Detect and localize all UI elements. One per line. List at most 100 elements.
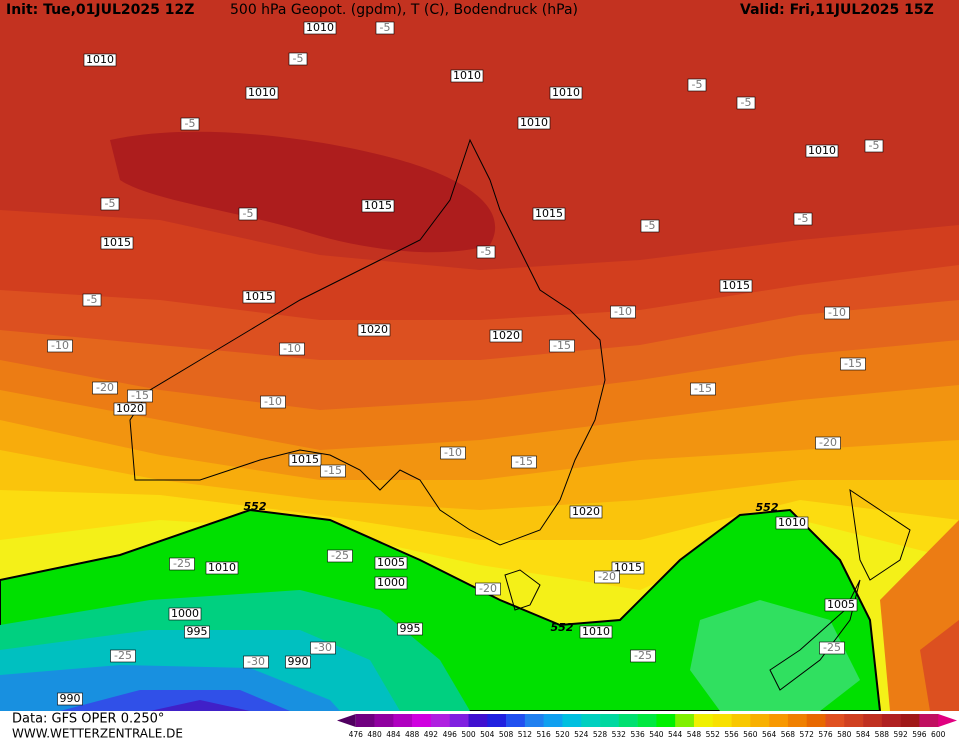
contour-label: -5	[793, 212, 813, 226]
colorbar-cell	[430, 714, 451, 727]
label-box	[57, 692, 83, 706]
label-text: -5	[243, 207, 254, 220]
contour-label: 1010	[549, 86, 583, 100]
contour-label: 1015	[361, 199, 395, 213]
contour-label: -5	[476, 245, 496, 259]
label-box	[549, 86, 583, 100]
contour-label: 1000	[374, 576, 408, 590]
label-box	[92, 381, 118, 395]
contour-label: -15	[549, 339, 575, 353]
label-text: 1000	[171, 607, 199, 620]
contour-label: -5	[640, 219, 660, 233]
label-text: -20	[598, 570, 616, 583]
label-box	[687, 78, 707, 92]
colorbar-cell	[919, 714, 939, 727]
colorbar-cell	[863, 714, 883, 727]
label-text: 1010	[86, 53, 114, 66]
label-text: 552	[756, 501, 779, 514]
label-box	[476, 245, 496, 259]
band	[690, 600, 860, 711]
colorbar-label: 480	[367, 730, 382, 739]
label-box	[110, 649, 136, 663]
contour-label: 1005	[374, 556, 408, 570]
label-text: -10	[828, 306, 846, 319]
contour-label: 1015	[288, 453, 322, 467]
label-text: 1015	[614, 561, 642, 574]
colorbar-label: 544	[668, 730, 683, 739]
colorbar-cell	[731, 714, 751, 727]
label-text: -25	[114, 649, 132, 662]
contour-label: -30	[310, 641, 336, 655]
label-text: 1010	[582, 625, 610, 638]
label-text: 1020	[492, 329, 520, 342]
colorbar-label: 516	[537, 730, 552, 739]
label-text: 1005	[377, 556, 405, 569]
contour-label: -5	[687, 78, 707, 92]
contour-label: -30	[243, 655, 269, 669]
contour-label: 995	[184, 625, 210, 639]
contour-label: -20	[92, 381, 118, 395]
label-box	[819, 641, 845, 655]
colorbar-label: 504	[480, 730, 495, 739]
label-box	[83, 53, 117, 67]
label-text: 1015	[103, 236, 131, 249]
contour-label: 1010	[517, 116, 551, 130]
label-text: -10	[444, 446, 462, 459]
label-text: 1020	[360, 323, 388, 336]
label-box	[824, 598, 858, 612]
colorbar-cell	[769, 714, 789, 727]
label-box	[285, 655, 311, 669]
contour-label: -5	[82, 293, 102, 307]
colorbar-label: 484	[386, 730, 401, 739]
label-box	[82, 293, 102, 307]
contour-label: 990	[57, 692, 83, 706]
colorbar-cell	[806, 714, 826, 727]
contour-label: -25	[630, 649, 656, 663]
contour-label: 1015	[242, 290, 276, 304]
contour-label: -15	[127, 389, 153, 403]
contour-label: -10	[610, 305, 636, 319]
label-text: -10	[614, 305, 632, 318]
contour-label: -15	[840, 357, 866, 371]
colorbar-cell	[675, 714, 695, 727]
label-box	[815, 436, 841, 450]
label-text: -5	[293, 52, 304, 65]
band	[60, 690, 290, 711]
label-box	[245, 86, 279, 100]
label-box	[184, 625, 210, 639]
label-box	[611, 561, 645, 575]
colorbar-cell	[600, 714, 620, 727]
label-text: -5	[692, 78, 703, 91]
data-source: Data: GFS OPER 0.250°	[12, 712, 164, 727]
contour-label: -25	[110, 649, 136, 663]
contour-label: -5	[864, 139, 884, 153]
contour-label: -5	[100, 197, 120, 211]
label-text: 1010	[248, 86, 276, 99]
label-text: 1015	[722, 279, 750, 292]
colorbar-label: 596	[912, 730, 927, 739]
colorbar-label: 540	[649, 730, 664, 739]
contour-label: 1005	[824, 598, 858, 612]
colorbar-cell	[881, 714, 901, 727]
colorbar-cell	[506, 714, 526, 727]
colorbar-label: 520	[555, 730, 570, 739]
label-box	[793, 212, 813, 226]
label-box	[113, 402, 147, 416]
colorbar-label: 524	[574, 730, 589, 739]
label-text: 1015	[291, 453, 319, 466]
valid-time: Valid: Fri,11JUL2025 15Z	[740, 2, 934, 18]
label-box	[775, 516, 809, 530]
label-text: -5	[798, 212, 809, 225]
colorbar-cell	[938, 714, 957, 727]
label-box	[440, 446, 466, 460]
colorbar-label: 576	[818, 730, 833, 739]
label-box	[327, 549, 353, 563]
label-text: -15	[553, 339, 571, 352]
label-box	[320, 464, 346, 478]
contour-label: 1010	[303, 21, 337, 35]
colorbar-cell	[468, 714, 488, 727]
label-box	[180, 117, 200, 131]
coastline	[504, 569, 541, 611]
colorbar-label: 588	[875, 730, 890, 739]
